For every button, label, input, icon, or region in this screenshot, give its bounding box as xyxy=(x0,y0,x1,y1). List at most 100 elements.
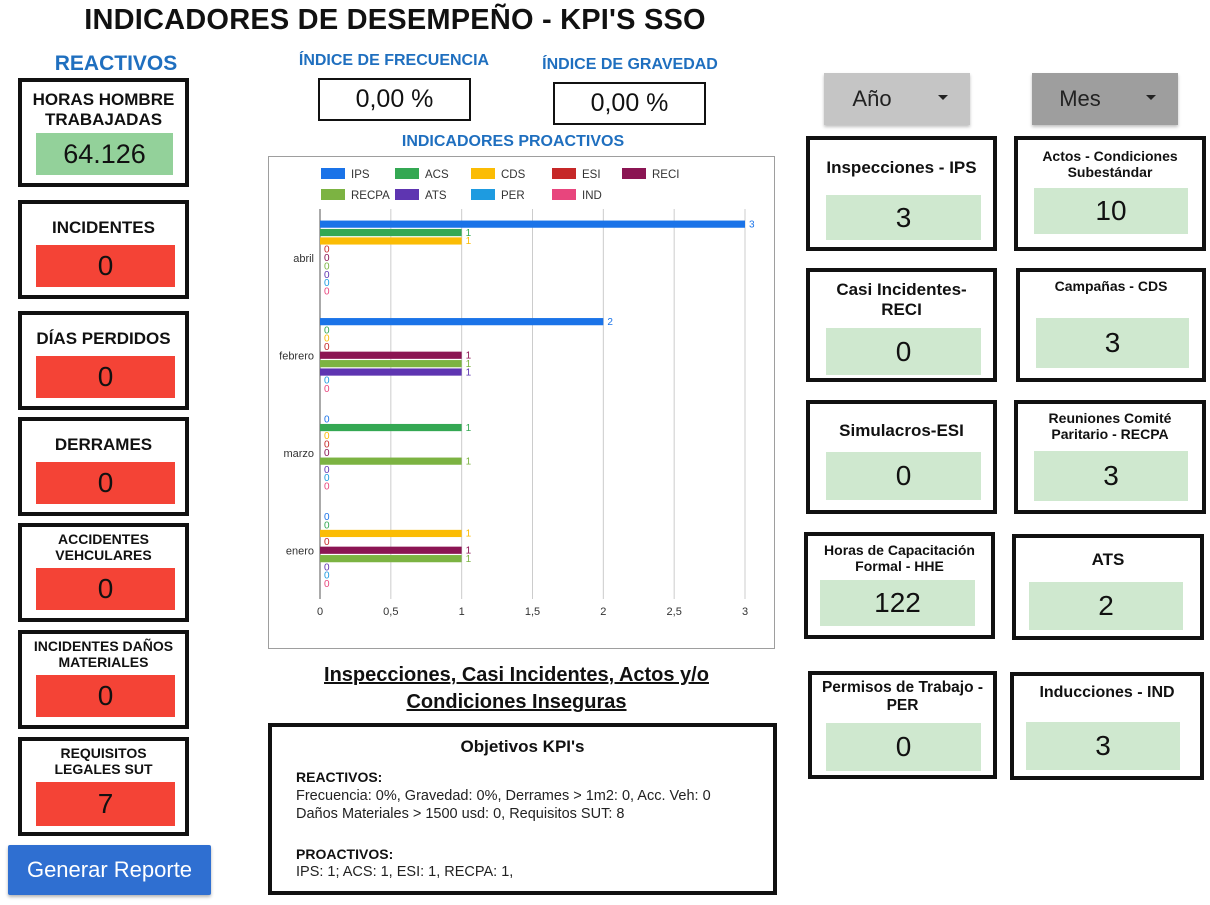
indice-frecuencia-label: ÍNDICE DE FRECUENCIA xyxy=(298,52,490,69)
bar xyxy=(320,423,462,432)
esi-card: Simulacros-ESI 0 xyxy=(806,400,997,514)
data-label: 1 xyxy=(466,423,472,434)
accidentes-vehiculares-label: ACCIDENTES VEHCULARES xyxy=(55,531,152,564)
x-tick-label: 2,5 xyxy=(667,606,682,618)
reci-label: Casi Incidentes- RECI xyxy=(836,280,967,319)
horas-hombre-card: HORAS HOMBRE TRABAJADAS 64.126 xyxy=(18,78,189,187)
y-category-label: enero xyxy=(286,545,314,557)
legend-swatch xyxy=(471,189,495,200)
legend-swatch xyxy=(395,168,419,179)
objetivos-kpi-panel: Objetivos KPI's REACTIVOS: Frecuencia: 0… xyxy=(268,723,777,895)
dias-perdidos-label: DÍAS PERDIDOS xyxy=(36,329,171,348)
data-label: 1 xyxy=(466,236,472,247)
bar xyxy=(320,555,462,563)
data-label: 0 xyxy=(324,270,330,281)
bar xyxy=(320,220,745,228)
x-tick-label: 3 xyxy=(742,606,748,618)
legend-label: ATS xyxy=(425,190,447,202)
legend-swatch xyxy=(395,189,419,200)
legend-label: CDS xyxy=(501,169,526,181)
data-label: 1 xyxy=(466,367,472,378)
data-label: 3 xyxy=(749,219,755,230)
data-label: 0 xyxy=(324,482,330,493)
page-title: INDICADORES DE DESEMPEÑO - KPI'S SSO xyxy=(84,4,706,36)
recpa-card: Reuniones Comité Paritario - RECPA 3 xyxy=(1014,400,1206,514)
data-label: 0 xyxy=(324,537,330,548)
hhe-card: Horas de Capacitación Formal - HHE 122 xyxy=(804,532,995,639)
objetivos-title: Objetivos KPI's xyxy=(460,737,585,756)
data-label: 0 xyxy=(324,261,330,272)
data-label: 1 xyxy=(466,456,472,467)
bar xyxy=(320,529,462,538)
bar xyxy=(320,457,462,465)
requisitos-legales-label: REQUISITOS LEGALES SUT xyxy=(54,745,153,778)
data-label: 1 xyxy=(466,529,472,540)
legend-label: IPS xyxy=(351,169,370,181)
generar-reporte-button[interactable]: Generar Reporte xyxy=(8,845,211,895)
year-dropdown-label: Año xyxy=(852,86,892,111)
cds-label: Campañas - CDS xyxy=(1054,278,1168,294)
acs-value: 10 xyxy=(1034,188,1188,234)
indice-gravedad-value: 0,00 % xyxy=(553,82,706,125)
incidentes-card: INCIDENTES 0 xyxy=(18,200,189,299)
dias-perdidos-value: 0 xyxy=(36,356,175,398)
data-label: 0 xyxy=(324,278,330,289)
ind-value: 3 xyxy=(1026,722,1180,770)
data-label: 1 xyxy=(466,554,472,565)
cds-card: Campañas - CDS 3 xyxy=(1016,268,1206,382)
legend-swatch xyxy=(471,168,495,179)
derrames-value: 0 xyxy=(36,462,175,504)
legend-label: RECI xyxy=(652,169,679,181)
data-label: 0 xyxy=(324,376,330,387)
chevron-down-icon xyxy=(938,95,948,100)
incidentes-label: INCIDENTES xyxy=(52,218,155,237)
data-label: 0 xyxy=(324,334,330,345)
data-label: 1 xyxy=(466,545,472,556)
derrames-card: DERRAMES 0 xyxy=(18,417,189,516)
data-label: 0 xyxy=(324,384,330,395)
data-label: 0 xyxy=(324,342,330,353)
esi-label: Simulacros-ESI xyxy=(839,421,964,440)
data-label: 0 xyxy=(324,287,330,298)
requisitos-legales-card: REQUISITOS LEGALES SUT 7 xyxy=(18,737,189,836)
data-label: 0 xyxy=(324,245,330,256)
legend-label: ACS xyxy=(425,169,449,181)
data-label: 1 xyxy=(466,359,472,370)
reci-value: 0 xyxy=(826,328,981,375)
data-label: 0 xyxy=(324,253,330,264)
horas-hombre-label: HORAS HOMBRE TRABAJADAS xyxy=(32,90,175,129)
data-label: 0 xyxy=(324,512,330,523)
legend-swatch xyxy=(552,189,576,200)
indice-gravedad-label: ÍNDICE DE GRAVEDAD xyxy=(542,56,718,73)
danos-materiales-value: 0 xyxy=(36,675,175,717)
acs-card: Actos - Condiciones Subestándar 10 xyxy=(1014,136,1206,251)
reactivos-heading: REACTIVOS xyxy=(54,52,178,75)
data-label: 0 xyxy=(324,431,330,442)
ats-value: 2 xyxy=(1029,582,1183,630)
legend-label: PER xyxy=(501,190,525,202)
bar xyxy=(320,368,462,376)
x-tick-label: 1,5 xyxy=(525,606,540,618)
danos-materiales-label: INCIDENTES DAÑOS MATERIALES xyxy=(33,638,174,671)
bar xyxy=(320,351,462,359)
accidentes-vehiculares-value: 0 xyxy=(36,568,175,610)
month-dropdown-label: Mes xyxy=(1059,86,1101,111)
month-dropdown[interactable]: Mes xyxy=(1032,73,1178,125)
data-label: 0 xyxy=(324,571,330,582)
indice-frecuencia-value: 0,00 % xyxy=(318,78,471,121)
data-label: 0 xyxy=(324,465,330,476)
y-category-label: marzo xyxy=(283,448,314,460)
per-value: 0 xyxy=(826,723,981,771)
legend-label: IND xyxy=(582,190,602,202)
x-tick-label: 0 xyxy=(317,606,323,618)
legend-label: RECPA xyxy=(351,190,390,202)
legend-swatch xyxy=(321,168,345,179)
ips-card: Inspecciones - IPS 3 xyxy=(806,136,997,251)
per-label: Permisos de Trabajo - PER xyxy=(821,679,984,714)
year-dropdown[interactable]: Año xyxy=(824,73,970,125)
legend-swatch xyxy=(321,189,345,200)
chart-subtitle-line1: Inspecciones, Casi Incidentes, Actos y/o xyxy=(324,664,709,686)
chart-subtitle-line2: Condiciones Inseguras xyxy=(406,691,627,713)
bar xyxy=(320,318,604,326)
data-label: 0 xyxy=(324,448,330,459)
